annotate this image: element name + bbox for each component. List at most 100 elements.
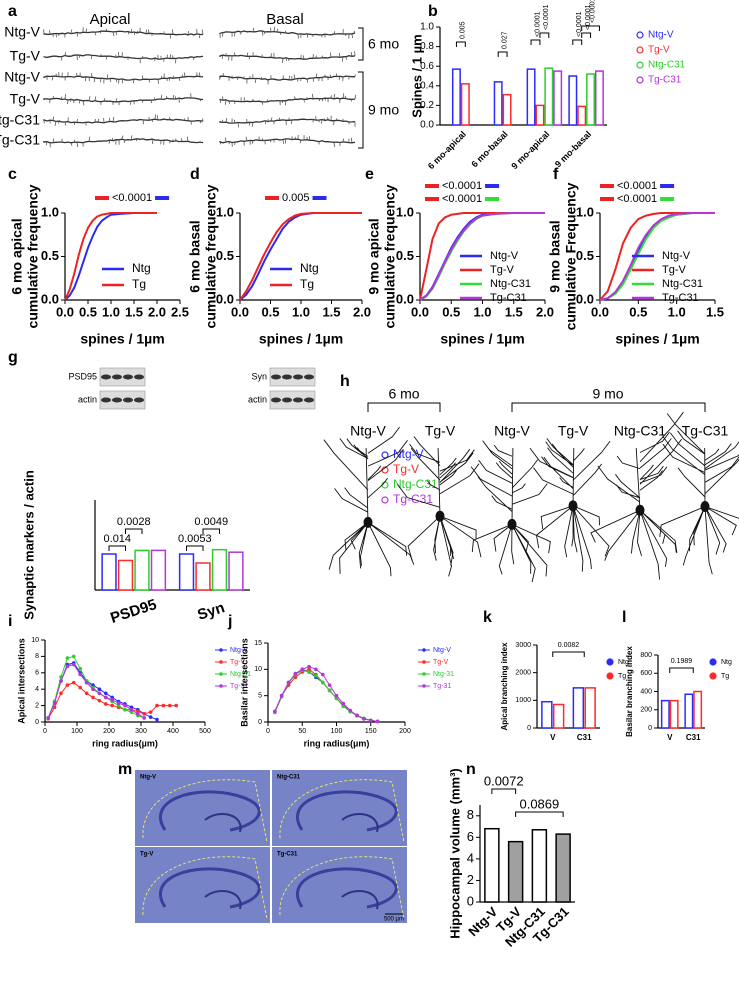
x-tick-label: 200 xyxy=(399,728,411,735)
y-tick-label: 600 xyxy=(640,670,652,677)
neuron-label: Ntg-V xyxy=(350,423,386,439)
blot-band xyxy=(304,397,314,403)
neuron-dendrites xyxy=(659,413,739,575)
legend-label: Ntg-V xyxy=(662,250,691,262)
bracket xyxy=(511,402,706,412)
neuron-label: Tg-V xyxy=(558,423,589,439)
neuron-soma xyxy=(435,510,445,522)
y-axis-label: Basilar intersections xyxy=(239,638,249,727)
group-label: 6 mo xyxy=(388,386,419,402)
legend-label: Tg xyxy=(721,673,729,680)
y-axis-label: 6 mo apical xyxy=(9,218,25,294)
spines xyxy=(219,134,353,147)
bar xyxy=(150,549,167,591)
blot-band xyxy=(112,397,122,403)
significance-bracket xyxy=(581,32,592,38)
y-tick-label: 0 xyxy=(527,725,531,732)
y-tick-label: 10 xyxy=(254,666,262,673)
y-axis-label: 6 mo basal xyxy=(187,220,203,292)
hippocampus-layer xyxy=(204,813,242,833)
legend-label: Ntg xyxy=(618,659,629,666)
y-tick-label: 4 xyxy=(35,686,39,693)
y-tick-label: 2 xyxy=(35,702,39,709)
spines xyxy=(61,51,195,64)
spines xyxy=(46,72,201,84)
neuron-label: Tg-C31 xyxy=(682,423,729,439)
x-axis-label: spines / 1µm xyxy=(440,331,524,347)
neuron-label: Ntg-V xyxy=(494,423,530,439)
p-value: 0.0028 xyxy=(117,516,151,528)
y-tick-label: 10 xyxy=(31,637,39,644)
legend-label: Ntg-31 xyxy=(230,671,251,678)
p-value: 0.0053 xyxy=(178,533,212,545)
x-tick-label: 300 xyxy=(135,728,147,735)
p-value: <0.0001 xyxy=(589,0,596,23)
image-label: Ntg-C31 xyxy=(277,775,301,781)
p-value: <0.0001 xyxy=(442,180,482,192)
x-tick-label: 0.5 xyxy=(442,304,460,319)
image-label: Tg-C31 xyxy=(277,852,298,858)
neuron-dendrites xyxy=(397,436,482,577)
y-axis-label: cumulative frequency xyxy=(25,184,41,328)
panel-letter: j xyxy=(227,613,232,630)
significance-bracket xyxy=(539,32,550,38)
y-tick-label: 0 xyxy=(467,893,474,908)
bar xyxy=(693,690,703,729)
bar xyxy=(669,699,679,729)
legend-label: Ntg-C31 xyxy=(490,278,531,290)
p-value: 0.005 xyxy=(460,21,467,39)
significance-bracket xyxy=(581,25,600,31)
scale-label: 500 µm xyxy=(384,917,404,923)
blot-band xyxy=(101,374,111,380)
spines xyxy=(219,26,356,39)
x-axis-label: ring radius(µm) xyxy=(304,738,370,748)
x-tick-label: 0.5 xyxy=(261,304,279,319)
curve xyxy=(599,212,715,301)
bar xyxy=(460,83,470,126)
bar xyxy=(451,68,461,126)
legend-label: Tg-V xyxy=(393,462,419,476)
blot-band xyxy=(134,374,144,380)
legend-label: Tg-V xyxy=(648,45,670,56)
spines xyxy=(43,27,204,39)
blot-band xyxy=(282,397,292,403)
neuron-soma xyxy=(700,501,710,513)
x-tick-label: 0.0 xyxy=(591,304,609,319)
x-tick-label: 2.5 xyxy=(171,304,189,319)
x-tick-label: C31 xyxy=(686,733,701,742)
row-label: Tg-V xyxy=(10,91,41,107)
significance-bracket xyxy=(455,41,466,47)
hippocampus-layer xyxy=(295,867,398,909)
x-tick-label: 150 xyxy=(365,728,377,735)
x-tick-label: 0 xyxy=(266,728,270,735)
x-axis-label: spines / 1µm xyxy=(80,331,164,347)
legend-symbol xyxy=(636,76,644,84)
legend-symbol xyxy=(219,672,223,676)
y-tick-label: 400 xyxy=(640,688,652,695)
y-axis-label: 9 mo basal xyxy=(547,220,563,292)
legend-symbol xyxy=(606,672,614,680)
y-tick-label: 0.8 xyxy=(420,41,434,52)
legend-label: Ntg-31 xyxy=(433,671,454,678)
panel-letter: e xyxy=(365,166,374,183)
bar xyxy=(526,68,536,126)
bar xyxy=(586,73,596,126)
bar xyxy=(178,553,195,591)
x-axis-label: spines / 1µm xyxy=(615,331,699,347)
bar xyxy=(134,549,150,591)
significance-bracket xyxy=(572,39,583,45)
p-value: <0.0001 xyxy=(617,180,657,192)
y-axis-label: Apical branching index xyxy=(500,642,509,731)
panel-letter: f xyxy=(553,166,559,183)
legend-label: Tg xyxy=(618,673,626,680)
significance-bracket xyxy=(669,667,694,673)
x-tick-label: 1.0 xyxy=(102,304,120,319)
bar xyxy=(594,70,604,126)
neuron-dendrites xyxy=(470,440,551,583)
y-tick-label: 0 xyxy=(35,719,39,726)
curve xyxy=(47,664,145,719)
x-tick-label: 1.0 xyxy=(473,304,491,319)
p-value: 0.1989 xyxy=(671,658,693,665)
x-tick-label: 2.0 xyxy=(353,304,371,319)
